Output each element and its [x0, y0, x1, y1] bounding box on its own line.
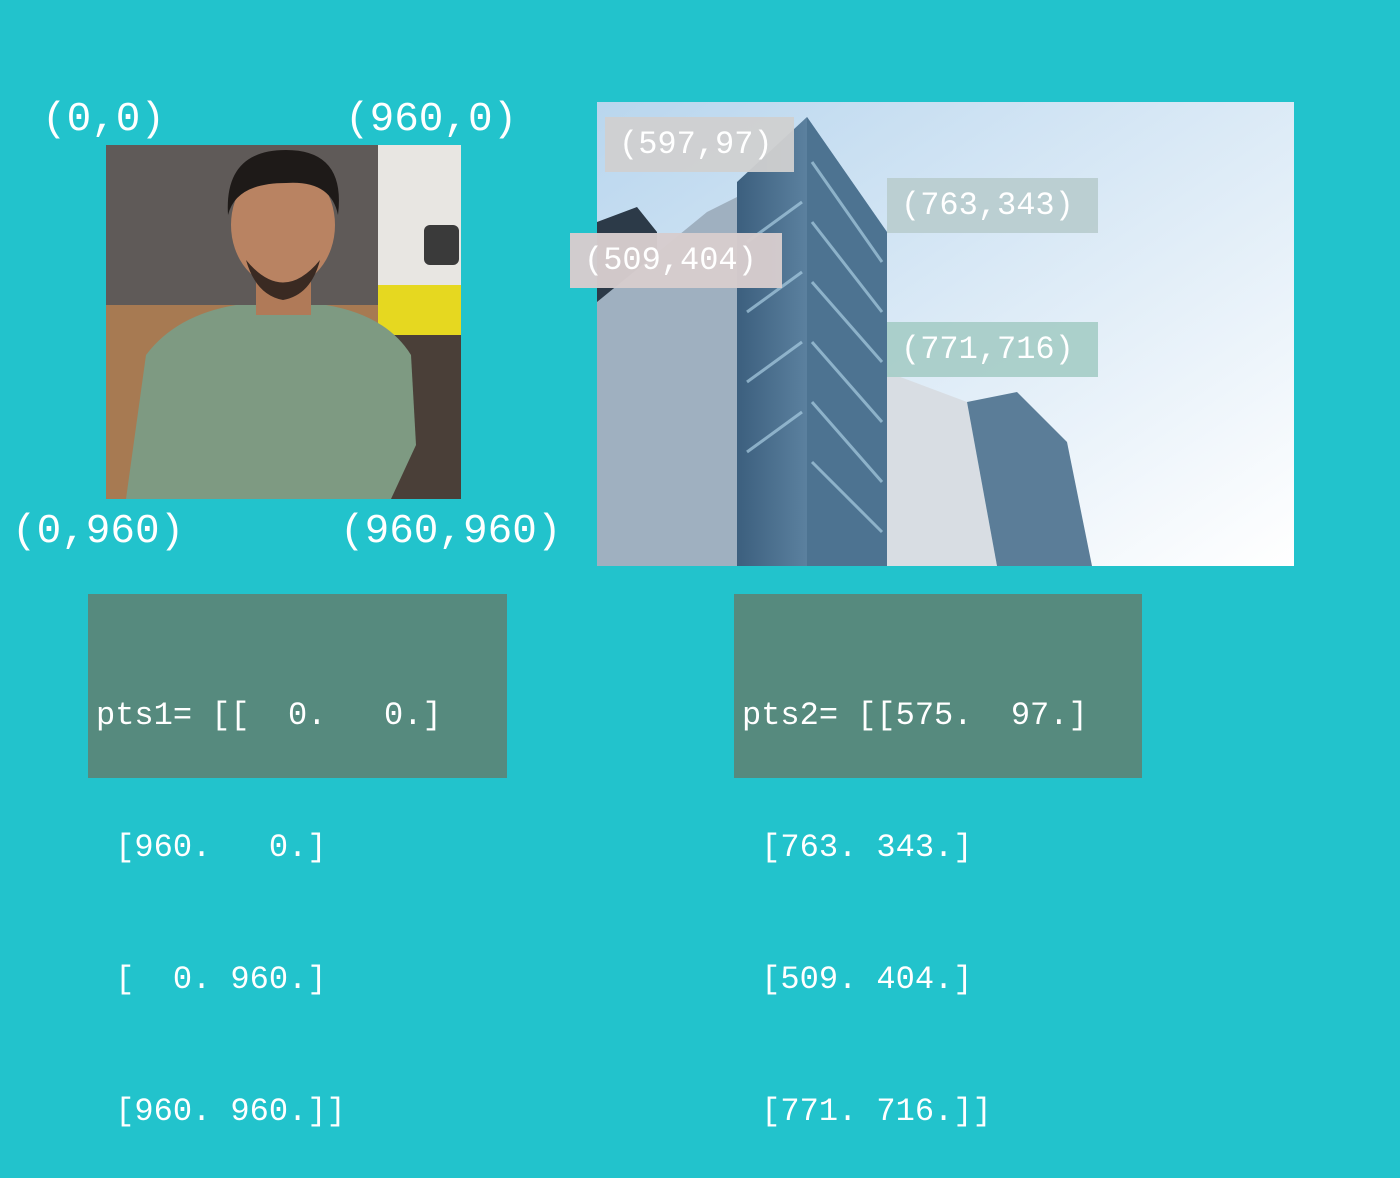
corner-label-bottom-right: (960,960) [340, 509, 562, 555]
pts1-line: [ 0. 960.] [96, 961, 327, 998]
corner-label-bottom-left: (0,960) [12, 509, 185, 555]
point-label-3: (509,404) [570, 233, 782, 288]
corner-label-top-right: (960,0) [345, 97, 518, 143]
pts2-line: [509. 404.] [742, 961, 973, 998]
pts1-line: [960. 960.]] [96, 1093, 346, 1130]
pts1-line: pts1= [[ 0. 0.] [96, 697, 442, 734]
pts2-code-box: pts2= [[575. 97.] [763. 343.] [509. 404.… [734, 594, 1142, 1130]
point-label-4: (771,716) [887, 322, 1098, 377]
pts2-line: pts2= [[575. 97.] [742, 697, 1088, 734]
point-label-2: (763,343) [887, 178, 1098, 233]
point-label-1: (597,97) [605, 117, 794, 172]
pts2-line: [763. 343.] [742, 829, 973, 866]
source-photo [106, 145, 461, 499]
pts2-line: [771. 716.]] [742, 1093, 992, 1130]
corner-label-top-left: (0,0) [42, 97, 166, 143]
pts1-code-box: pts1= [[ 0. 0.] [960. 0.] [ 0. 960.] [96… [88, 594, 507, 1130]
pts1-line: [960. 0.] [96, 829, 327, 866]
